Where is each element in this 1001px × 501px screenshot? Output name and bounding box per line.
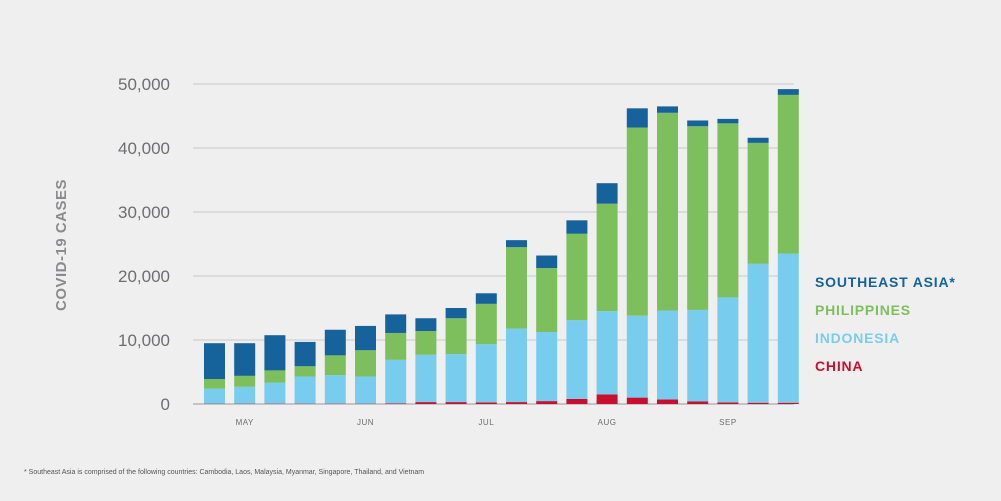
bar-segment-southeast-asia	[264, 335, 286, 371]
x-axis-ticks: MAY JUN JUL AUG SEP	[236, 418, 737, 427]
bar-segment-indonesia	[536, 332, 558, 402]
footnote: * Southeast Asia is comprised of the fol…	[24, 469, 425, 476]
bar-segment-southeast-asia	[777, 89, 799, 95]
y-axis-label: COVID-19 CASES	[53, 179, 70, 311]
bar-segment-philippines	[657, 112, 678, 311]
bar-segment-philippines	[777, 94, 799, 254]
bar-segment-china	[626, 397, 648, 404]
y-tick-label: 10,000	[118, 331, 170, 350]
bar-segment-southeast-asia	[747, 137, 769, 143]
bar-segment-indonesia	[475, 344, 497, 403]
bar-segment-china	[385, 403, 407, 404]
bar-segment-indonesia	[747, 263, 769, 403]
legend-philippines: PHILIPPINES	[815, 302, 911, 318]
bar-segment-philippines	[415, 331, 437, 355]
bar-segment-philippines	[566, 233, 588, 321]
bar-segment-indonesia	[204, 388, 225, 404]
bar-segment-indonesia	[506, 328, 527, 403]
bar-segment-china	[445, 402, 467, 404]
bar-segment-southeast-asia	[566, 220, 588, 234]
bar-segment-indonesia	[355, 376, 376, 404]
bar-segment-southeast-asia	[626, 108, 648, 128]
bar-segment-china	[596, 394, 618, 404]
bar-segment-philippines	[687, 126, 709, 310]
bar-segment-china	[717, 402, 739, 404]
y-tick-label: 0	[161, 395, 170, 414]
bar-segment-china	[536, 401, 558, 404]
bar-segment-southeast-asia	[294, 341, 316, 367]
y-tick-label: 40,000	[118, 139, 170, 158]
bar-segment-china	[566, 398, 588, 404]
x-tick-label: SEP	[719, 418, 737, 427]
bar-segment-philippines	[717, 123, 739, 298]
bar-segment-philippines	[234, 375, 256, 387]
legend-southeast-asia: SOUTHEAST ASIA*	[815, 274, 956, 290]
x-tick-label: JUL	[478, 418, 494, 427]
bar-segment-philippines	[294, 366, 316, 377]
legend-indonesia: INDONESIA	[815, 330, 900, 346]
bar-segment-philippines	[204, 379, 225, 389]
bar-segment-southeast-asia	[717, 118, 739, 124]
bar-segment-southeast-asia	[204, 343, 225, 380]
bar-segment-indonesia	[626, 315, 648, 398]
bar-segment-indonesia	[777, 253, 799, 403]
bar-segment-philippines	[506, 247, 527, 329]
bar-segment-southeast-asia	[234, 343, 256, 376]
bar-segment-philippines	[536, 268, 558, 332]
bar-segment-china	[475, 402, 497, 404]
bar-segment-philippines	[355, 350, 376, 377]
bar-segment-china	[747, 402, 769, 404]
bar-segment-indonesia	[415, 354, 437, 403]
bar-segment-china	[506, 402, 527, 404]
bars	[204, 89, 799, 404]
legend-china: CHINA	[815, 358, 864, 374]
y-tick-label: 50,000	[118, 75, 170, 94]
bar-segment-southeast-asia	[355, 325, 376, 351]
bar-segment-china	[657, 399, 678, 404]
y-tick-label: 30,000	[118, 203, 170, 222]
bar-segment-southeast-asia	[506, 240, 527, 248]
bar-segment-southeast-asia	[475, 293, 497, 304]
bar-segment-philippines	[475, 303, 497, 345]
bar-segment-indonesia	[717, 297, 739, 403]
bar-segment-indonesia	[385, 359, 407, 404]
bar-segment-philippines	[385, 332, 407, 360]
bar-segment-southeast-asia	[324, 329, 346, 356]
bar-segment-southeast-asia	[596, 183, 618, 204]
y-axis-ticks: 0 10,000 20,000 30,000 40,000 50,000	[118, 75, 170, 414]
bar-segment-southeast-asia	[415, 318, 437, 332]
bar-segment-china	[777, 402, 799, 404]
bar-segment-indonesia	[566, 320, 588, 399]
bar-segment-philippines	[626, 127, 648, 316]
bar-segment-china	[687, 401, 709, 404]
bar-segment-southeast-asia	[385, 314, 407, 333]
legend: SOUTHEAST ASIA* PHILIPPINES INDONESIA CH…	[815, 268, 956, 380]
bar-segment-philippines	[747, 142, 769, 264]
x-tick-label: MAY	[236, 418, 254, 427]
x-tick-label: JUN	[357, 418, 374, 427]
bar-segment-southeast-asia	[536, 255, 558, 268]
bar-segment-indonesia	[687, 309, 709, 402]
bar-segment-indonesia	[264, 382, 286, 404]
bar-segment-philippines	[445, 318, 467, 355]
bar-segment-southeast-asia	[687, 120, 709, 127]
bar-segment-indonesia	[657, 310, 678, 400]
bar-segment-indonesia	[596, 311, 618, 395]
bar-segment-philippines	[264, 370, 286, 383]
bar-segment-indonesia	[445, 354, 467, 403]
bar-segment-southeast-asia	[657, 106, 678, 113]
bar-segment-southeast-asia	[445, 308, 467, 319]
bar-segment-philippines	[596, 203, 618, 312]
bar-segment-philippines	[324, 355, 346, 376]
bar-segment-china	[415, 402, 437, 404]
x-tick-label: AUG	[598, 418, 617, 427]
bar-segment-indonesia	[324, 375, 346, 404]
y-tick-label: 20,000	[118, 267, 170, 286]
bar-segment-indonesia	[234, 386, 256, 404]
bar-segment-indonesia	[294, 376, 316, 404]
